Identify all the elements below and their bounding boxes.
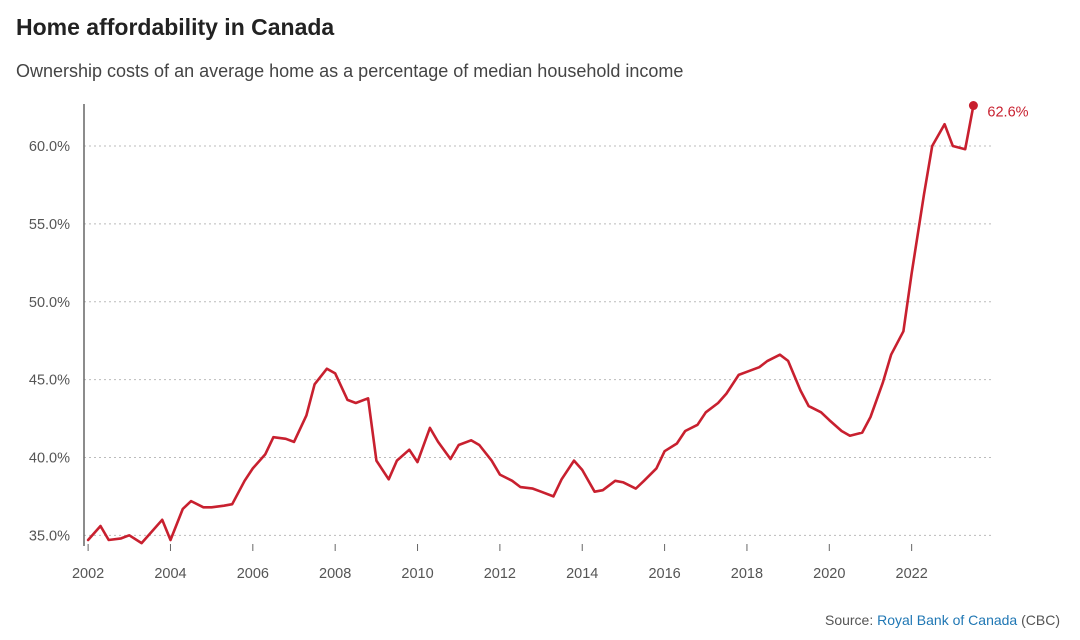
source-link[interactable]: Royal Bank of Canada <box>877 612 1018 628</box>
y-tick-label: 50.0% <box>29 295 70 311</box>
x-tick-label: 2018 <box>731 566 763 582</box>
grid-lines <box>84 145 994 536</box>
source-note: Source: Royal Bank of Canada (CBC) <box>825 612 1060 628</box>
y-tick-label: 40.0% <box>29 450 70 466</box>
end-value-label: 62.6% <box>987 105 1028 121</box>
x-tick-label: 2002 <box>72 566 104 582</box>
chart-subtitle: Ownership costs of an average home as a … <box>16 61 684 81</box>
y-tick-label: 35.0% <box>29 528 70 544</box>
x-tick-label: 2014 <box>566 566 598 582</box>
source-prefix: Source: <box>824 612 874 628</box>
y-tick-label: 55.0% <box>29 217 70 233</box>
series-line <box>86 104 975 545</box>
x-tick-label: 2016 <box>648 566 680 582</box>
x-axis: 2002 2004 2006 2008 2010 2012 2014 2016 2018 2020… <box>72 544 928 582</box>
end-point-marker <box>968 101 978 111</box>
y-tick-label: 60.0% <box>29 139 70 155</box>
x-tick-label: 2010 <box>401 566 433 582</box>
x-tick-label: 2008 <box>319 566 351 582</box>
y-tick-label: 45.0% <box>29 373 70 389</box>
chart-title: Home affordability in Canada <box>16 14 335 40</box>
x-tick-label: 2004 <box>154 566 186 582</box>
y-axis: 35.0% 40.0% 45.0% 50.0% 55.0% 60.0% <box>29 104 85 546</box>
x-tick-label: 2012 <box>484 566 516 582</box>
series-layer: 62.6% <box>86 101 1029 545</box>
x-tick-label: 2022 <box>896 566 928 582</box>
x-tick-label: 2006 <box>237 566 269 582</box>
x-tick-label: 2020 <box>813 566 845 582</box>
source-suffix: (CBC) <box>1021 612 1060 628</box>
